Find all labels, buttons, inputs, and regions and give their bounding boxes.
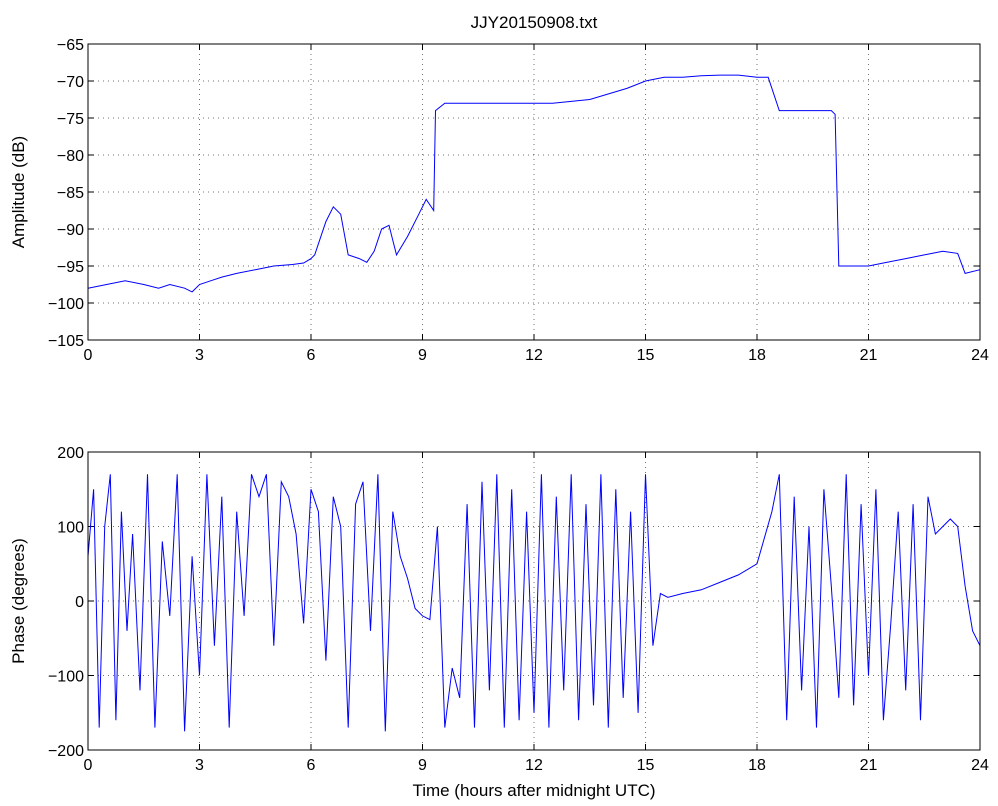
phase-grid bbox=[88, 452, 980, 750]
amplitude-x-tick-label: 3 bbox=[195, 347, 204, 364]
amplitude-grid bbox=[88, 44, 980, 340]
phase-x-tick-label: 9 bbox=[418, 757, 427, 774]
phase-y-axis-label: Phase (degrees) bbox=[9, 538, 28, 664]
phase-x-tick-label: 24 bbox=[971, 757, 989, 774]
amplitude-y-tick-label: −85 bbox=[57, 185, 84, 202]
amplitude-x-tick-label: 24 bbox=[971, 347, 989, 364]
phase-y-tick-label: −200 bbox=[48, 743, 84, 760]
phase-x-tick-label: 12 bbox=[525, 757, 543, 774]
phase-ticks: 0 3 6 9 12 15 18 21 24 200 100 0 −100 −200 bbox=[48, 445, 989, 774]
phase-x-axis-label: Time (hours after midnight UTC) bbox=[412, 781, 655, 800]
phase-x-tick-label: 21 bbox=[860, 757, 878, 774]
chart-title: JJY20150908.txt bbox=[471, 13, 598, 32]
amplitude-series-line bbox=[87, 74, 981, 293]
amplitude-x-tick-label: 21 bbox=[860, 347, 878, 364]
phase-y-tick-label: 100 bbox=[57, 520, 84, 537]
amplitude-ticks: 0 3 6 9 12 15 18 21 24 −65 −70 −75 −80 −85 −90 −95 −100 −… bbox=[48, 37, 989, 364]
phase-axes-frame bbox=[87, 451, 981, 751]
phase-panel: 0 3 6 9 12 15 18 21 24 200 100 0 −100 −200 Phase (deg… bbox=[9, 445, 989, 800]
amplitude-y-axis-label: Amplitude (dB) bbox=[9, 136, 28, 248]
phase-x-tick-label: 15 bbox=[637, 757, 655, 774]
amplitude-y-tick-label: −100 bbox=[48, 296, 84, 313]
amplitude-x-tick-label: 15 bbox=[637, 347, 655, 364]
phase-x-tick-label: 3 bbox=[195, 757, 204, 774]
amplitude-y-tick-label: −65 bbox=[57, 37, 84, 54]
phase-y-tick-label: 0 bbox=[75, 594, 84, 611]
amplitude-trace bbox=[87, 74, 981, 293]
amplitude-y-tick-label: −105 bbox=[48, 333, 84, 350]
amplitude-y-tick-label: −95 bbox=[57, 259, 84, 276]
amplitude-panel: JJY20150908.txt 0 3 6 9 12 15 18 21 24 −65 −70 −75 −… bbox=[9, 13, 989, 364]
amplitude-axes-frame bbox=[87, 43, 981, 341]
phase-y-tick-label: 200 bbox=[57, 445, 84, 462]
amplitude-y-tick-label: −70 bbox=[57, 74, 84, 91]
amplitude-y-tick-label: −80 bbox=[57, 148, 84, 165]
phase-x-tick-label: 18 bbox=[748, 757, 766, 774]
amplitude-y-tick-label: −75 bbox=[57, 111, 84, 128]
phase-x-tick-label: 6 bbox=[307, 757, 316, 774]
phase-trace bbox=[87, 474, 981, 732]
amplitude-x-tick-label: 9 bbox=[418, 347, 427, 364]
amplitude-y-tick-label: −90 bbox=[57, 222, 84, 239]
phase-series-line bbox=[87, 474, 981, 732]
amplitude-x-tick-label: 0 bbox=[84, 347, 93, 364]
phase-x-tick-label: 0 bbox=[84, 757, 93, 774]
amplitude-x-tick-label: 12 bbox=[525, 347, 543, 364]
phase-y-tick-label: −100 bbox=[48, 669, 84, 686]
amplitude-x-tick-label: 18 bbox=[748, 347, 766, 364]
amplitude-x-tick-label: 6 bbox=[307, 347, 316, 364]
